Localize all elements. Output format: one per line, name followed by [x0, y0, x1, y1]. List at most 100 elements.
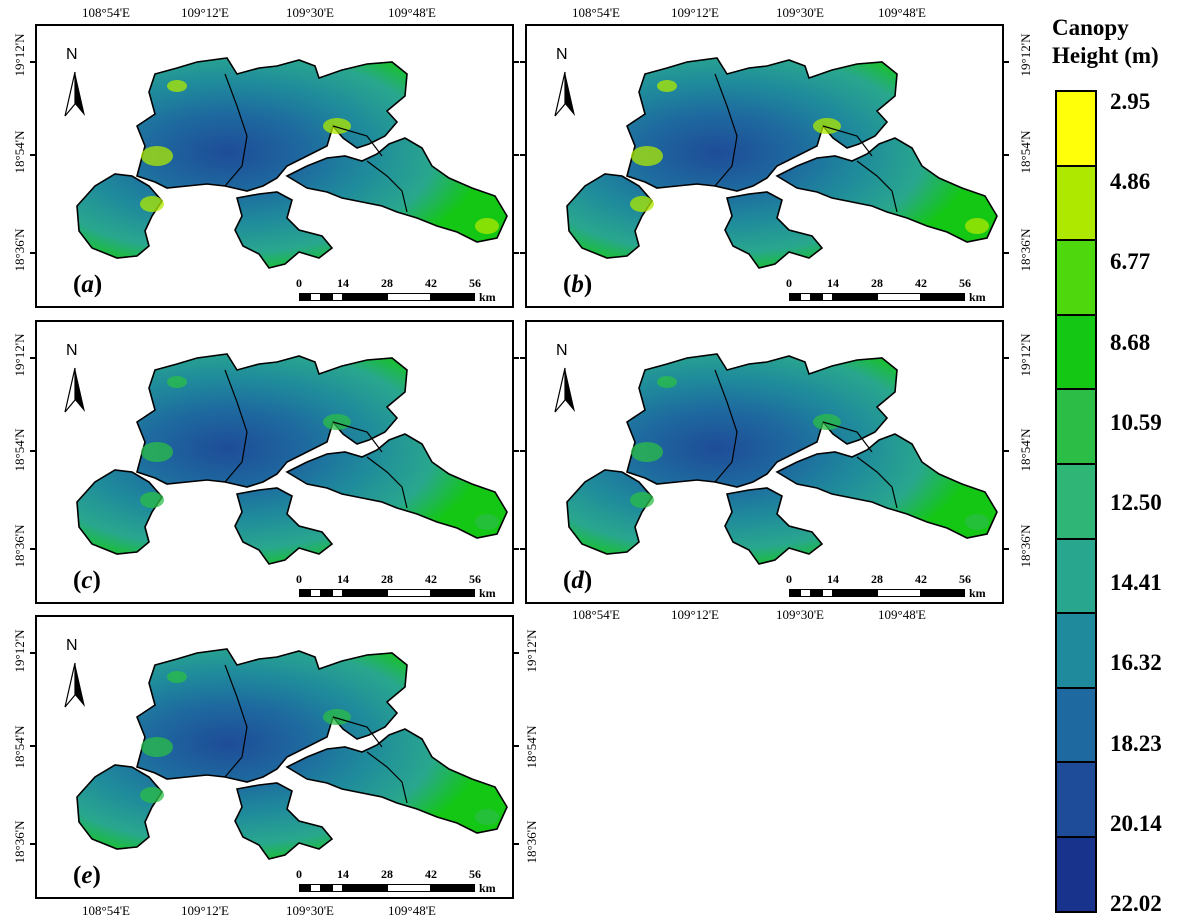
frame-tick: [514, 357, 519, 359]
region-outline: [566, 353, 998, 565]
lat-label-right: 18°36'N: [524, 820, 539, 864]
scale-segment: [921, 589, 965, 597]
legend-value-label: 14.41: [1110, 570, 1162, 596]
lat-label-left: 19°12'N: [12, 333, 27, 377]
low-canopy-patch: [167, 376, 187, 388]
scale-tick-label: 0: [296, 276, 302, 290]
low-canopy-patch: [141, 146, 173, 166]
legend-color-bar: [1055, 90, 1097, 913]
canopy-height-map: [76, 353, 508, 565]
lon-label-bottom: 109°12'E: [671, 607, 719, 622]
low-canopy-patch: [965, 514, 989, 530]
lat-label-left: 18°54'N: [12, 428, 27, 472]
county-boundary: [714, 73, 738, 187]
county-boundary: [224, 369, 248, 483]
low-canopy-patch: [323, 118, 351, 134]
lon-label-bottom: 108°54'E: [82, 903, 130, 918]
scale-tick-label: 28: [871, 572, 883, 586]
canopy-height-map: [76, 648, 508, 860]
scale-tick-label: 14: [827, 276, 839, 290]
legend-value-label: 16.32: [1110, 650, 1162, 676]
scale-tick-label: 0: [786, 572, 792, 586]
scale-segment: [822, 589, 833, 597]
scale-segment: [800, 293, 811, 301]
low-canopy-patch: [140, 787, 164, 803]
frame-tick: [514, 745, 519, 747]
panel-label: (c): [73, 567, 101, 594]
scale-segment: [789, 293, 800, 301]
county-boundary: [366, 456, 408, 509]
frame-tick: [514, 61, 519, 63]
lon-label-top: 109°30'E: [286, 5, 334, 20]
region-outline: [76, 648, 508, 860]
legend-swatch: [1057, 614, 1095, 689]
lon-label-top: 108°54'E: [572, 5, 620, 20]
lat-label-left: 19°12'N: [12, 629, 27, 673]
lat-label-left: 18°36'N: [12, 820, 27, 864]
scale-segment: [921, 293, 965, 301]
region-outline: [76, 353, 508, 565]
frame-tick: [1004, 450, 1009, 452]
legend-value-label: 12.50: [1110, 490, 1162, 515]
scale-segment: [310, 589, 321, 597]
frame-tick: [520, 61, 525, 63]
lat-label-left: 19°12'N: [12, 33, 27, 77]
frame-tick: [520, 154, 525, 156]
north-arrow-icon: N: [553, 46, 577, 118]
scale-tick-label: 14: [337, 572, 349, 586]
low-canopy-patch: [965, 218, 989, 234]
scale-segment: [431, 884, 475, 892]
legend-swatch: [1057, 539, 1095, 615]
lat-label-left: 18°54'N: [12, 725, 27, 769]
legend-value-label: 2.95: [1110, 89, 1151, 114]
north-arrow-icon: N: [63, 342, 87, 414]
lat-label-right: 19°12'N: [524, 629, 539, 673]
lon-label-bottom: 109°48'E: [878, 607, 926, 622]
frame-tick: [30, 745, 35, 747]
low-canopy-patch: [140, 492, 164, 508]
scale-tick-label: 42: [425, 572, 437, 586]
county-boundary: [856, 160, 898, 213]
lat-label-left: 18°54'N: [12, 130, 27, 174]
low-canopy-patch: [323, 709, 351, 725]
low-canopy-patch: [630, 196, 654, 212]
lat-label-left: 18°36'N: [12, 228, 27, 272]
scale-segment: [431, 293, 475, 301]
scale-segment: [310, 884, 321, 892]
lat-label-right: 18°54'N: [1018, 130, 1033, 174]
legend-value-label: 22.02: [1110, 891, 1162, 916]
legend-swatch: [1057, 390, 1095, 465]
legend-swatch: [1057, 688, 1095, 764]
region-outline: [566, 57, 998, 269]
county-boundary: [332, 716, 383, 748]
county-boundary: [224, 73, 248, 187]
lon-label-bottom: 109°12'E: [181, 903, 229, 918]
scale-segment: [431, 589, 475, 597]
scale-bar: 0 14 28 42 56 km: [296, 867, 509, 899]
scale-segment: [800, 589, 811, 597]
lon-label-top: 109°30'E: [776, 5, 824, 20]
frame-tick: [514, 252, 519, 254]
legend-value-label: 20.14: [1110, 810, 1162, 836]
panel-label: (b): [563, 271, 593, 298]
low-canopy-patch: [141, 737, 173, 757]
county-boundary: [822, 421, 873, 453]
lon-label-bottom: 108°54'E: [572, 607, 620, 622]
frame-tick: [30, 843, 35, 845]
scale-unit: km: [479, 586, 496, 600]
scale-segment: [310, 293, 321, 301]
frame-tick: [514, 548, 519, 550]
low-canopy-patch: [167, 80, 187, 92]
low-canopy-patch: [323, 414, 351, 430]
low-canopy-patch: [631, 146, 663, 166]
legend-value-label: 8.68: [1110, 329, 1151, 355]
lon-label-bottom: 109°48'E: [388, 903, 436, 918]
scale-segment: [299, 589, 310, 597]
scale-segment: [321, 589, 332, 597]
panel-label: (e): [73, 862, 101, 889]
panel-label: (a): [73, 271, 103, 298]
legend-swatch: [1057, 92, 1095, 167]
frame-tick: [520, 252, 525, 254]
county-boundary: [856, 456, 898, 509]
canopy-height-map: [566, 57, 998, 269]
